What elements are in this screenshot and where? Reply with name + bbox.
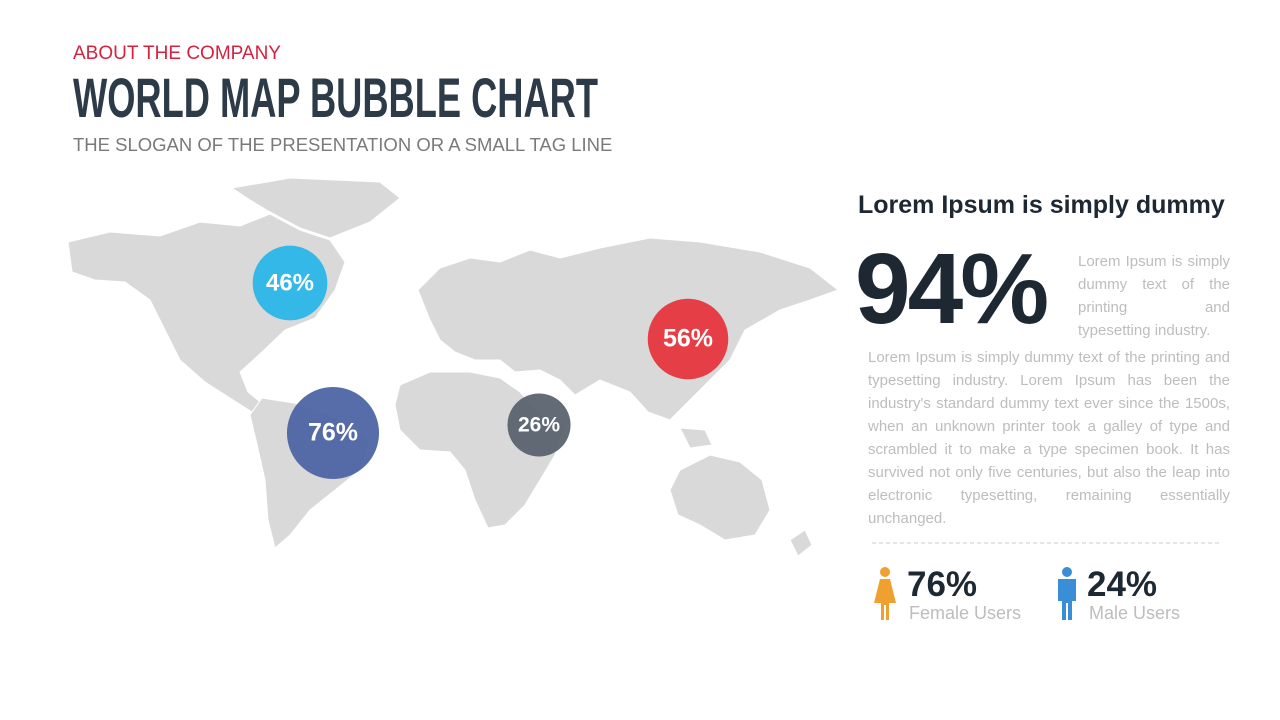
bubble-label: 56% [663,325,713,353]
big-stat: 94% [855,233,1049,345]
female-value: 76% [907,565,978,604]
bubble [252,245,328,321]
bubble [507,393,571,457]
male-value: 24% [1087,565,1158,604]
world-map [67,177,840,557]
bubble [647,298,729,380]
male-label: Male Users [1089,603,1181,623]
tagline: THE SLOGAN OF THE PRESENTATION OR A SMAL… [73,134,613,155]
female-icon [874,567,896,620]
panel-heading: Lorem Ipsum is simply dummy [858,191,1225,219]
bubble-group: 46% 76% 26% 56% [252,245,729,480]
female-label: Female Users [909,603,1022,623]
bubble [286,386,380,480]
kicker: ABOUT THE COMPANY [73,43,281,64]
bubble-label: 76% [308,419,358,447]
bubble-label: 26% [518,414,560,437]
side-text: Lorem Ipsum is simply dummy text of the … [1078,253,1230,339]
body-text: Lorem Ipsum is simply dummy text of the … [868,349,1230,527]
bubble-label: 46% [266,269,314,296]
male-icon [1058,567,1076,620]
